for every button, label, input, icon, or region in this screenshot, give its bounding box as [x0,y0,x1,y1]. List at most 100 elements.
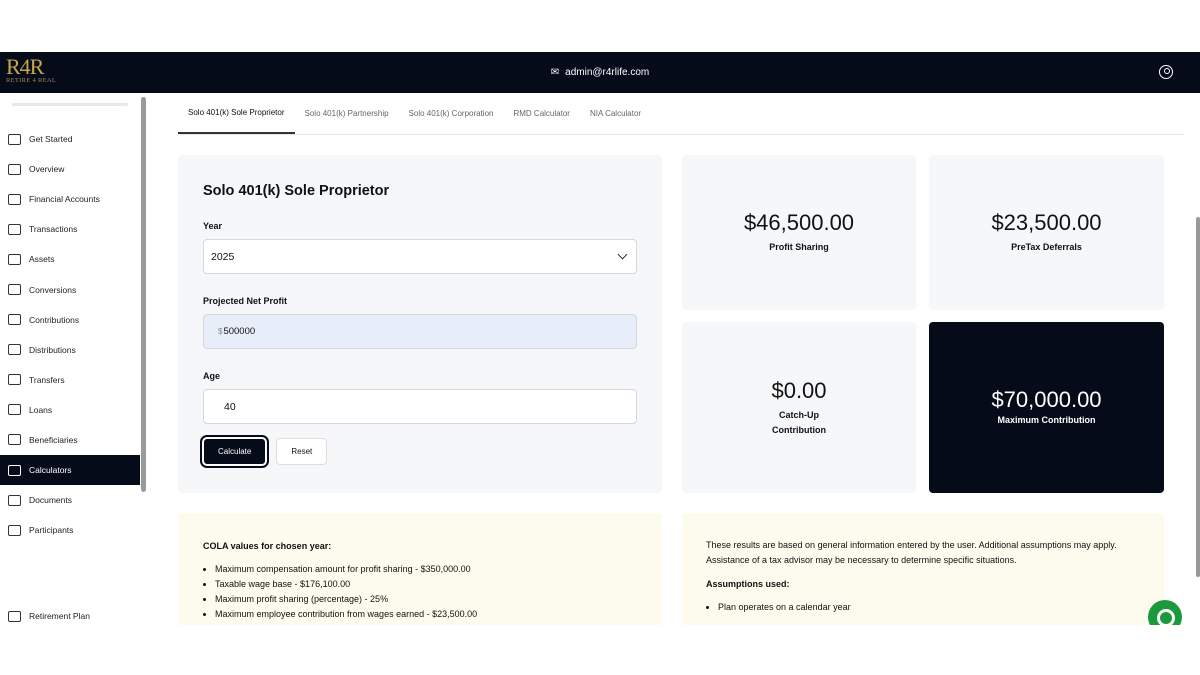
tab-0[interactable]: Solo 401(k) Sole Proprietor [178,93,295,134]
sidebar-item-transactions[interactable]: Transactions [0,214,140,244]
sidebar-item-financial-accounts[interactable]: Financial Accounts [0,184,140,214]
cash-icon [8,404,21,416]
currency-prefix: $ [218,327,223,336]
sidebar-item-label: Distributions [29,344,76,355]
sidebar-item-contributions[interactable]: Contributions [0,305,140,335]
sidebar-nav: Get Started Overview Financial Accounts Tra… [0,124,140,545]
maximum-contribution-card: $70,000.00 Maximum Contribution [929,322,1164,493]
calculator-icon [8,464,21,476]
sidebar-item-transfers[interactable]: Transfers [0,365,140,395]
chevron-down-icon [617,249,628,260]
store-icon [8,163,21,175]
cola-title: COLA values for chosen year: [203,541,332,551]
sidebar-item-label: Loans [29,404,53,415]
user-profile-icon[interactable] [1159,65,1173,79]
main-content: Solo 401(k) Sole Proprietor Solo 401(k) P… [150,93,1194,625]
list-item: Maximum employee contribution from wages… [215,607,637,622]
maximum-value: $70,000.00 [991,387,1102,412]
pretax-deferrals-card: $23,500.00 PreTax Deferrals [929,155,1164,310]
list-item: Maximum compensation amount for profit s… [215,562,637,577]
sidebar-item-distributions[interactable]: Distributions [0,335,140,365]
chat-button[interactable] [1148,600,1182,625]
calculator-tabs: Solo 401(k) Sole Proprietor Solo 401(k) P… [178,93,1184,135]
profit-label: Projected Net Profit [203,296,288,306]
catchup-card: $0.00 Catch-Up Contribution [682,322,916,493]
cola-list: Maximum compensation amount for profit s… [215,562,637,622]
profit-sharing-card: $46,500.00 Profit Sharing [682,155,916,310]
sidebar-item-label: Calculators [29,465,72,476]
tab-4[interactable]: NIA Calculator [589,109,642,118]
sidebar-item-retirement-plan[interactable]: Retirement Plan [0,606,140,625]
calculate-button[interactable]: Calculate [199,435,270,468]
account-email: ✉ admin@r4rlife.com [551,67,649,78]
assumptions-title: Assumptions used: [706,579,790,589]
age-label: Age [203,371,221,381]
list-item: Plan operates on a calendar year [718,600,1140,615]
sidebar-divider [12,103,128,106]
sidebar-scrollbar[interactable] [141,97,146,492]
tab-3[interactable]: RMD Calculator [513,109,570,118]
sidebar-item-label: Transfers [29,374,65,385]
list-item: Taxable wage base - $176,100.00 [215,577,637,592]
rocket-icon [8,133,21,145]
dollar-icon [8,253,21,265]
maximum-label: Maximum Contribution [997,415,1096,425]
people-list-icon [8,434,21,446]
document-icon [8,494,21,506]
contribution-icon [8,314,21,326]
sidebar-item-label: Retirement Plan [29,611,90,621]
assumptions-list: Plan operates on a calendar year [718,600,1140,615]
sidebar-item-label: Participants [29,525,74,536]
top-bar: R4R RETIRE 4 REAL ✉ admin@r4rlife.com [0,52,1200,93]
pretax-label: PreTax Deferrals [1011,242,1082,252]
mail-icon: ✉ [550,67,560,78]
sidebar-item-conversions[interactable]: Conversions [0,274,140,304]
page-scrollbar[interactable] [1196,217,1200,577]
tab-1[interactable]: Solo 401(k) Partnership [304,109,389,118]
sidebar: Get Started Overview Financial Accounts Tra… [0,93,140,625]
building-icon [8,193,21,205]
age-value: 40 [224,400,236,413]
year-label: Year [203,221,223,231]
participants-icon [8,524,21,536]
catchup-label: Catch-Up [778,409,819,420]
sidebar-item-label: Financial Accounts [29,194,100,205]
sidebar-item-label: Conversions [29,284,77,295]
year-select[interactable]: 2025 [203,239,637,274]
email-text: admin@r4rlife.com [565,67,650,78]
catchup-value: $0.00 [771,377,827,403]
sidebar-item-get-started[interactable]: Get Started [0,124,140,154]
assumptions-intro: These results are based on general infor… [706,540,1117,565]
arrow-back-icon [8,284,21,296]
sidebar-item-label: Assets [29,254,55,265]
assumptions-panel: These results are based on general infor… [682,513,1164,625]
sidebar-item-label: Documents [29,495,72,506]
sidebar-item-assets[interactable]: Assets [0,244,140,274]
calculator-form: Solo 401(k) Sole Proprietor Year 2025 Pr… [178,155,662,493]
app: R4R RETIRE 4 REAL ✉ admin@r4rlife.com Ge… [0,52,1200,625]
bank-icon [8,223,21,235]
cola-panel: COLA values for chosen year: Maximum com… [178,513,662,625]
profit-sharing-value: $46,500.00 [743,210,855,235]
catchup-label-2: Contribution [772,424,826,435]
net-profit-input[interactable]: $500000 [203,314,637,349]
form-title: Solo 401(k) Sole Proprietor [203,183,390,199]
plan-icon [8,610,21,622]
sidebar-item-label: Transactions [29,224,78,235]
sidebar-item-overview[interactable]: Overview [0,154,140,184]
sidebar-item-label: Contributions [29,314,80,325]
age-input[interactable]: 40 [203,389,637,424]
transfer-icon [8,374,21,386]
sidebar-item-calculators[interactable]: Calculators [0,455,140,486]
sidebar-item-loans[interactable]: Loans [0,395,140,425]
sidebar-item-beneficiaries[interactable]: Beneficiaries [0,425,140,455]
list-item: Maximum profit sharing (percentage) - 25… [215,592,637,607]
net-profit-value: 500000 [223,326,256,337]
tab-2[interactable]: Solo 401(k) Corporation [408,109,494,118]
logo[interactable]: R4R RETIRE 4 REAL [6,56,57,85]
sidebar-item-participants[interactable]: Participants [0,515,140,545]
profit-sharing-label: Profit Sharing [769,242,829,252]
sidebar-item-documents[interactable]: Documents [0,485,140,515]
reset-button[interactable]: Reset [276,438,328,465]
logo-tagline: RETIRE 4 REAL [6,77,57,84]
